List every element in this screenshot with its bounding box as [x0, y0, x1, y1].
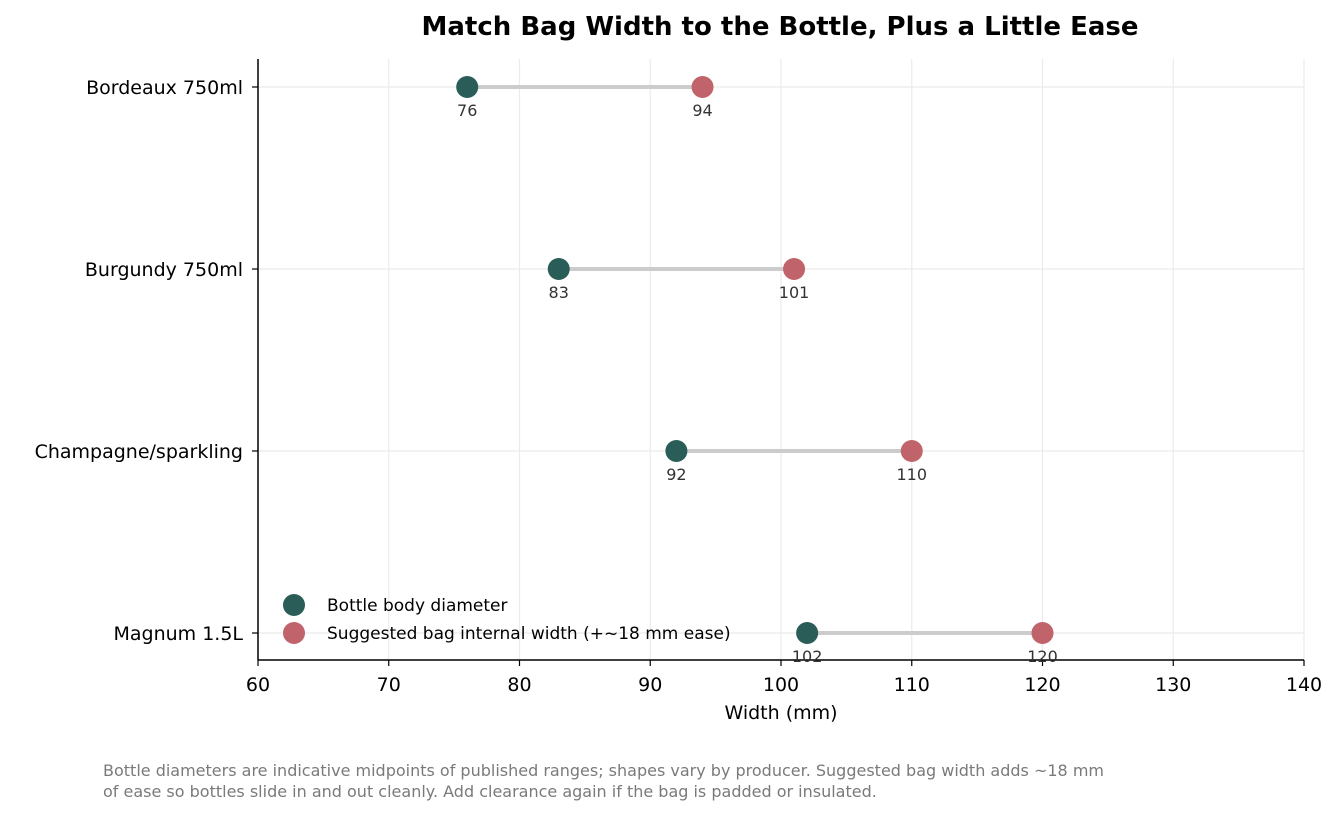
data-point-s0-2 [665, 440, 688, 462]
data-point-s0-3 [796, 622, 819, 644]
x-axis-label: Width (mm) [724, 702, 837, 724]
x-tick-label-120: 120 [1024, 674, 1060, 696]
legend-label-bottle: Bottle body diameter [327, 596, 508, 616]
y-tick-label-1: Burgundy 750ml [85, 259, 243, 281]
data-labels: 76 83 92 102 94 101 110 120 [457, 101, 1058, 666]
data-point-s1-3 [1031, 622, 1054, 644]
data-point-s1-2 [900, 440, 923, 462]
x-tick-label-70: 70 [377, 674, 401, 696]
data-label-s0-3: 102 [792, 647, 823, 666]
x-tick-label-130: 130 [1155, 674, 1191, 696]
grid-lines [258, 59, 1305, 660]
legend-item-bottle: Bottle body diameter [283, 594, 508, 616]
data-point-s0-1 [547, 258, 570, 280]
legend-marker-bottle [283, 594, 305, 616]
x-tick-label-80: 80 [507, 674, 531, 696]
data-label-s1-0: 94 [692, 101, 712, 120]
y-tick-label-2: Champagne/sparkling [35, 441, 243, 463]
x-tick-label-140: 140 [1286, 674, 1322, 696]
footnote-line-2: of ease so bottles slide in and out clea… [103, 782, 877, 801]
y-tick-label-3: Magnum 1.5L [113, 623, 243, 645]
data-point-s1-0 [691, 76, 714, 98]
data-label-s1-2: 110 [896, 465, 927, 484]
y-tick-label-0: Bordeaux 750ml [86, 77, 243, 99]
x-tick-label-110: 110 [894, 674, 930, 696]
data-label-s0-1: 83 [549, 283, 569, 302]
data-points [456, 76, 1054, 644]
data-label-s1-1: 101 [779, 283, 810, 302]
footnote-line-1: Bottle diameters are indicative midpoint… [103, 761, 1104, 780]
legend: Bottle body diameter Suggested bag inter… [283, 594, 731, 644]
legend-item-bag: Suggested bag internal width (+~18 mm ea… [283, 622, 731, 644]
data-point-s0-0 [456, 76, 479, 98]
x-tick-label-60: 60 [246, 674, 270, 696]
data-point-s1-1 [783, 258, 806, 280]
x-ticks: 60 70 80 90 100 110 120 130 140 [246, 660, 1322, 696]
chart-title: Match Bag Width to the Bottle, Plus a Li… [422, 12, 1139, 42]
x-tick-label-100: 100 [763, 674, 799, 696]
y-ticks: Bordeaux 750ml Burgundy 750ml Champagne/sp… [35, 77, 258, 645]
data-label-s1-3: 120 [1027, 647, 1058, 666]
data-label-s0-2: 92 [666, 465, 686, 484]
connector-lines [467, 85, 1043, 635]
legend-marker-bag [283, 622, 305, 644]
x-tick-label-90: 90 [638, 674, 662, 696]
chart-footnote: Bottle diameters are indicative midpoint… [103, 760, 1183, 802]
data-label-s0-0: 76 [457, 101, 477, 120]
legend-label-bag: Suggested bag internal width (+~18 mm ea… [327, 624, 731, 644]
